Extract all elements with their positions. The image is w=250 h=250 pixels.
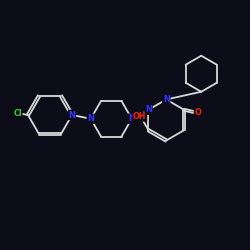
Text: N: N <box>68 110 75 120</box>
Text: N: N <box>163 95 170 104</box>
Text: N: N <box>128 114 135 123</box>
Text: N: N <box>87 114 94 123</box>
Text: O: O <box>194 108 201 117</box>
Text: OH: OH <box>133 112 146 121</box>
Text: Cl: Cl <box>13 109 22 118</box>
Text: N: N <box>145 105 152 114</box>
